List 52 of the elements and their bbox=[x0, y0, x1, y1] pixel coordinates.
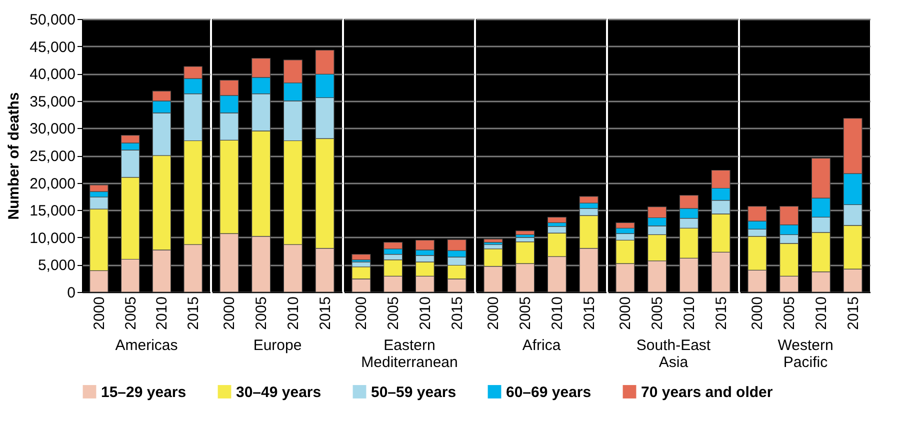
legend-label: 60–69 years bbox=[506, 384, 592, 401]
y-tick-label: 20,000 bbox=[30, 175, 76, 192]
bar bbox=[484, 238, 503, 243]
x-tick-label: 2005 bbox=[385, 296, 402, 330]
legend-label: 30–49 years bbox=[236, 384, 322, 401]
bar bbox=[352, 254, 371, 260]
legend-label: 70 years and older bbox=[641, 384, 773, 401]
x-tick-label: 2005 bbox=[122, 296, 140, 330]
x-tick-label: 2015 bbox=[580, 296, 598, 330]
x-tick-label: 2005 bbox=[253, 296, 270, 330]
x-tick-label: 2010 bbox=[548, 296, 566, 330]
y-tick-label: 25,000 bbox=[30, 148, 76, 165]
x-axis-title: Eastern Mediterranean bbox=[361, 336, 458, 371]
x-tick-label: 2005 bbox=[649, 296, 666, 330]
x-tick-label: 2000 bbox=[617, 296, 634, 330]
x-axis-title: Western Pacific bbox=[778, 336, 834, 371]
x-tick-label: 2000 bbox=[90, 296, 108, 330]
legend-label: 50–59 years bbox=[371, 384, 456, 401]
x-tick-label: 2000 bbox=[221, 296, 238, 330]
x-tick-label: 2015 bbox=[185, 296, 202, 330]
x-tick-label: 2005 bbox=[517, 296, 534, 330]
legend-label: 15–29 years bbox=[101, 384, 186, 401]
y-tick-label: 40,000 bbox=[30, 66, 76, 84]
y-tick-label: 5,000 bbox=[38, 257, 76, 274]
y-tick-label: 15,000 bbox=[30, 202, 76, 220]
bar bbox=[516, 230, 535, 235]
x-tick-label: 2015 bbox=[844, 296, 862, 330]
x-tick-label: 2015 bbox=[712, 296, 730, 330]
x-tick-label: 2005 bbox=[781, 296, 798, 330]
x-tick-label: 2010 bbox=[416, 296, 434, 330]
y-tick-label: 45,000 bbox=[30, 38, 76, 56]
x-tick-label: 2000 bbox=[353, 296, 370, 330]
y-tick-label: 30,000 bbox=[30, 120, 76, 138]
x-tick-label: 2015 bbox=[448, 296, 466, 330]
x-axis-title: South-East Asia bbox=[636, 336, 712, 371]
x-tick-label: 2010 bbox=[284, 296, 302, 330]
x-tick-label: 2000 bbox=[749, 296, 766, 330]
x-tick-label: 2010 bbox=[680, 296, 698, 330]
bar bbox=[547, 216, 566, 223]
x-tick-label: 2000 bbox=[485, 296, 502, 330]
bar bbox=[484, 242, 503, 245]
y-tick-label: 50,000 bbox=[30, 12, 76, 28]
x-tick-label: 2015 bbox=[316, 296, 334, 330]
x-tick-label: 2010 bbox=[154, 296, 171, 330]
x-axis-title: Africa bbox=[522, 336, 562, 354]
y-axis-title: Number of deaths bbox=[6, 92, 23, 220]
y-tick-label: 0 bbox=[67, 284, 76, 302]
x-tick-label: 2010 bbox=[812, 296, 830, 330]
x-axis-title: Americas bbox=[115, 336, 178, 354]
y-tick-label: 35,000 bbox=[30, 93, 76, 110]
x-axis-title: Europe bbox=[253, 336, 302, 354]
y-tick-label: 10,000 bbox=[30, 230, 76, 247]
